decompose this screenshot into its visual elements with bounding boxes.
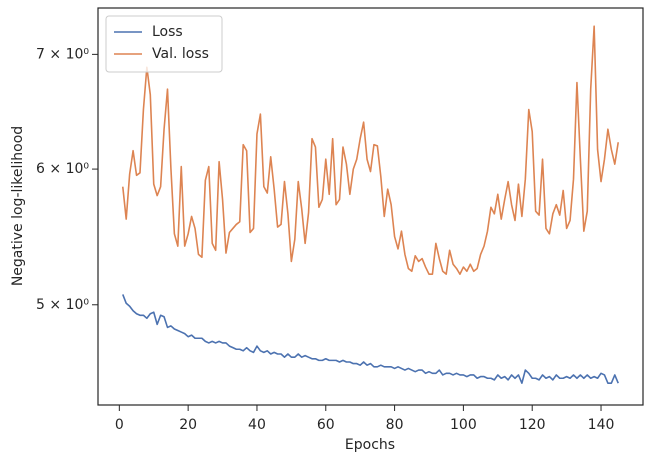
x-tick-label: 100 bbox=[450, 417, 477, 433]
y-axis-label: Negative log-likelihood bbox=[10, 126, 26, 286]
x-tick-label: 60 bbox=[317, 417, 335, 433]
legend-label: Loss bbox=[152, 24, 183, 40]
y-tick-label: 5 × 10⁰ bbox=[36, 297, 89, 313]
y-tick-label: 6 × 10⁰ bbox=[36, 161, 89, 177]
y-tick-label: 7 × 10⁰ bbox=[36, 46, 89, 62]
legend-box bbox=[105, 15, 223, 73]
x-axis-label: Epochs bbox=[345, 437, 395, 453]
legend-label: Val. loss bbox=[152, 46, 209, 62]
legend: Loss Val. loss bbox=[105, 15, 223, 73]
x-tick-label: 140 bbox=[588, 417, 615, 433]
x-tick-label: 0 bbox=[115, 417, 124, 433]
x-tick-label: 20 bbox=[179, 417, 197, 433]
line-series bbox=[122, 294, 619, 384]
x-tick-label: 80 bbox=[386, 417, 404, 433]
x-tick-label: 120 bbox=[519, 417, 546, 433]
x-tick-label: 40 bbox=[248, 417, 266, 433]
plot-frame bbox=[97, 7, 644, 406]
line-series bbox=[121, 25, 620, 275]
